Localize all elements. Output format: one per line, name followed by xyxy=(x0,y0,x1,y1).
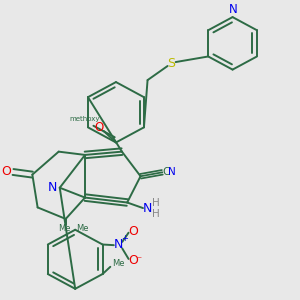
Text: N: N xyxy=(114,238,123,251)
Text: Me: Me xyxy=(76,224,89,232)
Text: H: H xyxy=(152,209,160,219)
Text: N: N xyxy=(229,3,238,16)
Text: methoxy: methoxy xyxy=(69,116,100,122)
Text: N: N xyxy=(47,181,57,194)
Text: N: N xyxy=(142,202,152,214)
Text: +: + xyxy=(122,234,128,243)
Text: C: C xyxy=(162,167,169,177)
Text: ⁻: ⁻ xyxy=(136,256,142,266)
Text: Me: Me xyxy=(58,224,70,232)
Text: Me: Me xyxy=(112,259,124,268)
Text: O: O xyxy=(95,121,104,134)
Text: O: O xyxy=(129,254,138,267)
Text: S: S xyxy=(167,57,175,70)
Text: O: O xyxy=(129,225,138,238)
Text: O: O xyxy=(1,165,11,178)
Text: N: N xyxy=(168,167,176,177)
Text: H: H xyxy=(152,198,160,208)
